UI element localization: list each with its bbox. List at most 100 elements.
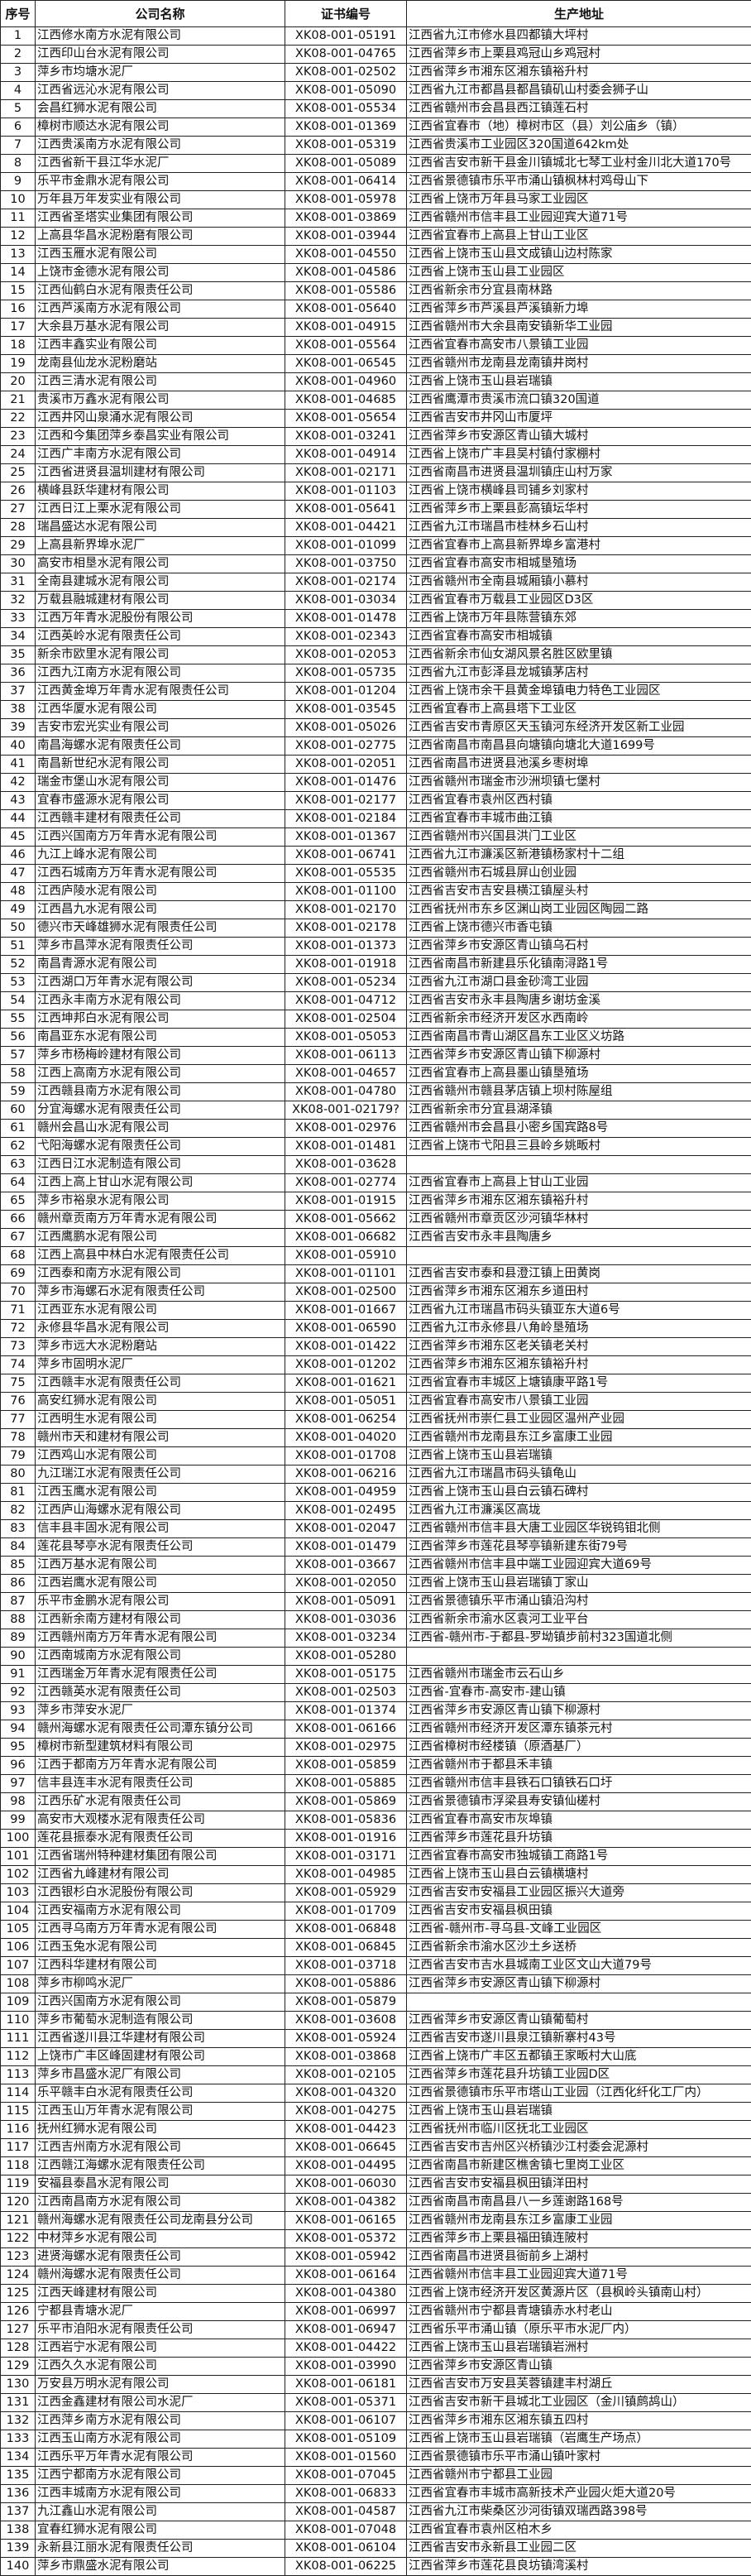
cert-no: XK08-001-05879 xyxy=(285,1993,407,2012)
row-no: 89 xyxy=(0,1629,36,1648)
row-no: 88 xyxy=(0,1610,36,1629)
cert-no: XK08-001-04915 xyxy=(285,318,407,337)
row-no: 130 xyxy=(0,2375,36,2394)
table-row: 109 江西兴国南方水泥有限公司 XK08-001-05879 xyxy=(0,1993,751,2012)
row-no: 66 xyxy=(0,1210,36,1229)
production-address: 江西省宜春市上高县上甘山工业区 xyxy=(406,227,751,246)
row-no: 26 xyxy=(0,482,36,501)
cert-no: XK08-001-04959 xyxy=(285,1483,407,1502)
company-name: 江西赣丰水泥有限责任公司 xyxy=(35,1374,285,1393)
row-no: 14 xyxy=(0,263,36,282)
cert-no: XK08-001-04382 xyxy=(285,2193,407,2212)
production-address xyxy=(406,1155,751,1174)
table-row: 112 上饶市广丰区峰固建材有限公司 XK08-001-03868 江西省上饶市广丰区… xyxy=(0,2047,751,2066)
cert-no: XK08-001-02503 xyxy=(285,1683,407,1702)
table-row: 100 莲花县振泰水泥有限责任公司 XK08-001-01916 江西省萍乡市莲花县升… xyxy=(0,1829,751,1848)
row-no: 12 xyxy=(0,227,36,246)
row-no: 116 xyxy=(0,2120,36,2139)
table-row: 116 抚州红狮水泥有限公司 XK08-001-04423 江西省抚州市临川区抚北工业… xyxy=(0,2120,751,2139)
table-row: 129 江西久久水泥有限公司 XK08-001-03990 江西省萍乡市安源区青山镇 xyxy=(0,2357,751,2376)
production-address: 江西省抚州市东乡区渊山岗工业园区陶园二路 xyxy=(406,900,751,919)
table-row: 16 江西芦溪南方水泥有限公司 XK08-001-05640 江西省萍乡市芦溪县芦溪镇… xyxy=(0,300,751,319)
production-address: 江西省上饶市玉山县岩瑞镇 xyxy=(406,372,751,391)
company-name: 南昌青源水泥有限公司 xyxy=(35,955,285,974)
production-address: 江西省九江市濂溪区新港镇杨家村十二组 xyxy=(406,846,751,865)
table-row: 137 九江鑫山水泥有限公司 XK08-001-04587 江西省九江市柴桑区沙河街镇… xyxy=(0,2502,751,2521)
company-name: 江西上高上甘山水泥有限公司 xyxy=(35,1173,285,1192)
production-address: 江西省吉安市泰和县澄江镇上田黄岗 xyxy=(406,1264,751,1283)
company-name: 江西乐矿水泥有限责任公司 xyxy=(35,1792,285,1811)
company-name: 江西省远沁水泥有限公司 xyxy=(35,81,285,100)
table-row: 43 宜春市盛源水泥有限公司 XK08-001-02177 江西省宜春市袁州区西村镇 xyxy=(0,791,751,810)
cert-no: XK08-001-05869 xyxy=(285,1792,407,1811)
cert-no: XK08-001-04985 xyxy=(285,1865,407,1884)
cert-no: XK08-001-05640 xyxy=(285,300,407,319)
table-row: 85 江西万基水泥有限公司 XK08-001-03667 江西省赣州市信丰县中端工业园… xyxy=(0,1556,751,1575)
production-address: 江西省萍乡市安源区青山镇乌石村 xyxy=(406,937,751,956)
table-row: 10 万年县万年发实业有限公司 XK08-001-05978 江西省上饶市万年县马家工… xyxy=(0,190,751,209)
company-name: 江西丰城南方水泥有限公司 xyxy=(35,2484,285,2503)
company-name: 江西丰鑫实业有限公司 xyxy=(35,336,285,355)
company-name: 九江上峰水泥有限公司 xyxy=(35,846,285,865)
row-no: 59 xyxy=(0,1082,36,1101)
production-address: 江西省抚州市临川区抚北工业园区 xyxy=(406,2120,751,2139)
table-row: 134 江西乐平万年青水泥有限公司 XK08-001-01560 江西省景德镇市乐平市… xyxy=(0,2448,751,2467)
production-address: 江西省赣州市大余县南安镇新华工业园 xyxy=(406,318,751,337)
row-no: 40 xyxy=(0,736,36,756)
production-address: 江西省萍乡市湘东区湘东乡道田村 xyxy=(406,1283,751,1302)
company-name: 九江瑞江水泥有限责任公司 xyxy=(35,1465,285,1484)
row-no: 129 xyxy=(0,2357,36,2376)
table-row: 47 江西石城南方万年青水泥有限公司 XK08-001-05535 江西省赣州市石城县… xyxy=(0,864,751,883)
company-name: 瑞金市堡山水泥有限公司 xyxy=(35,773,285,792)
cert-no: XK08-001-02170 xyxy=(285,900,407,919)
row-no: 75 xyxy=(0,1374,36,1393)
row-no: 3 xyxy=(0,63,36,82)
production-address: 江西省上饶市玉山县工业园区 xyxy=(406,263,751,282)
production-address: 江西省宜春市袁州区西村镇 xyxy=(406,791,751,810)
cert-no: XK08-001-02502 xyxy=(285,63,407,82)
cert-no: XK08-001-06104 xyxy=(285,2539,407,2558)
row-no: 60 xyxy=(0,1101,36,1120)
row-no: 28 xyxy=(0,518,36,537)
company-name: 赣州市天和建材有限公司 xyxy=(35,1428,285,1447)
cert-no: XK08-001-01374 xyxy=(285,1701,407,1720)
row-no: 21 xyxy=(0,391,36,410)
table-row: 106 江西玉兔水泥有限公司 XK08-001-06845 江西省新余市渝水区沙土乡送… xyxy=(0,1938,751,1957)
row-no: 23 xyxy=(0,427,36,446)
company-name: 莲花县振泰水泥有限责任公司 xyxy=(35,1829,285,1848)
row-no: 11 xyxy=(0,209,36,228)
cert-no: XK08-001-01100 xyxy=(285,882,407,901)
cert-no: XK08-001-05109 xyxy=(285,2430,407,2449)
production-address: 江西省赣州市会昌县西江镇莲石村 xyxy=(406,99,751,118)
company-name: 上高县新界埠水泥厂 xyxy=(35,536,285,555)
row-no: 18 xyxy=(0,336,36,355)
company-name: 江西兴国南方水泥有限公司 xyxy=(35,1993,285,2012)
cert-no: XK08-001-04685 xyxy=(285,391,407,410)
table-row: 120 江西南昌南方水泥有限公司 XK08-001-04382 江西省南昌市南昌县八一… xyxy=(0,2193,751,2212)
production-address: 江西省上饶市玉山县岩瑞镇丁家山 xyxy=(406,1574,751,1593)
row-no: 99 xyxy=(0,1811,36,1830)
production-address: 江西省宜春市高安市八景镇工业园 xyxy=(406,336,751,355)
company-name: 江西省遂川县江华建材有限公司 xyxy=(35,2029,285,2048)
production-address: 江西省赣州市信丰县大唐工业园区华锐钨钼北侧 xyxy=(406,1519,751,1538)
row-no: 31 xyxy=(0,573,36,592)
cert-no: XK08-001-06590 xyxy=(285,1319,407,1338)
cert-no: XK08-001-02105 xyxy=(285,2065,407,2084)
company-name: 赣州海螺水泥有限责任公司潭东镇分公司 xyxy=(35,1720,285,1739)
table-row: 87 乐平市金鹏水泥有限公司 XK08-001-05091 江西省景德镇乐平市涌山镇沿… xyxy=(0,1592,751,1611)
row-no: 46 xyxy=(0,846,36,865)
company-name: 江西金鑫建材有限公司水泥厂 xyxy=(35,2393,285,2412)
cert-no: XK08-001-06845 xyxy=(285,1938,407,1957)
production-address: 江西省萍乡市安源区青山镇葡萄村 xyxy=(406,2011,751,2030)
table-row: 81 江西玉鹰水泥有限公司 XK08-001-04959 江西省上饶市玉山县白云镇石碑… xyxy=(0,1483,751,1502)
production-address: 江西省樟树市经楼镇（原酒基厂） xyxy=(406,1738,751,1757)
cert-no: XK08-001-05372 xyxy=(285,2229,407,2248)
table-row: 27 江西日江上栗水泥有限公司 XK08-001-05641 江西省萍乡市上栗县彭高镇… xyxy=(0,500,751,519)
production-address: 江西省宜春市高安市相城垦殖场 xyxy=(406,554,751,573)
table-row: 60 分宜海螺水泥有限责任公司 XK08-001-02179? 江西省新余市分宜县湖泽… xyxy=(0,1101,751,1120)
production-address: 江西省赣州市全南县城厢镇小慕村 xyxy=(406,573,751,592)
company-name: 江西印山台水泥有限公司 xyxy=(35,45,285,64)
row-no: 52 xyxy=(0,955,36,974)
company-name: 江西天峰建材有限公司 xyxy=(35,2284,285,2303)
table-row: 38 江西华厦水泥有限公司 XK08-001-03545 江西省宜春市上高县塔下工业区 xyxy=(0,700,751,719)
